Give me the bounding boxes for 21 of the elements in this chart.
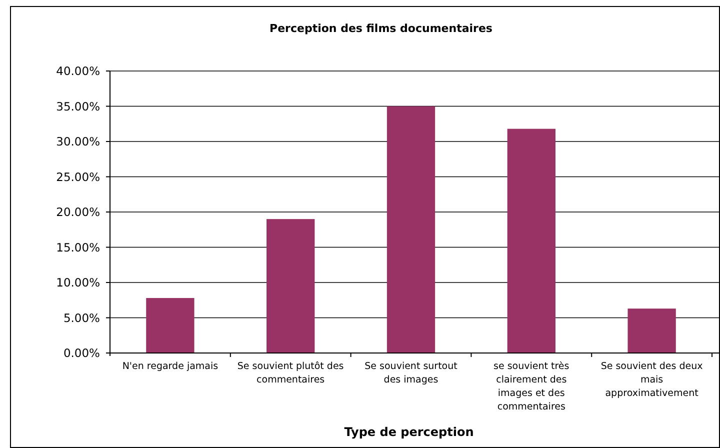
bar: [507, 128, 556, 353]
bar: [386, 106, 436, 353]
y-tick-label: 40.00%: [56, 64, 100, 78]
y-tick-label: 10.00%: [56, 276, 100, 290]
bar: [628, 308, 676, 353]
x-tick-label: N'en regarde jamais: [122, 361, 218, 372]
y-tick-label: 35.00%: [56, 99, 100, 114]
y-tick-label: 15.00%: [56, 240, 100, 254]
y-tick-label: 30.00%: [56, 134, 100, 149]
y-tick-label: 0.00%: [63, 346, 100, 360]
chart-title: Perception des films documentaires: [270, 22, 493, 35]
y-tick-label: 5.00%: [63, 310, 100, 325]
y-tick-label: 25.00%: [56, 170, 100, 184]
x-tick-label: Se souvient des deux mais approximativement: [600, 361, 704, 399]
bar: [266, 219, 315, 353]
x-axis-title: Type de perception: [344, 425, 474, 439]
y-tick-label: 20.00%: [56, 205, 100, 220]
x-tick-label: se souvient très clairement des images et des commentaires: [494, 361, 570, 412]
x-tick-label: Se souvient plutôt des commentaires: [237, 361, 344, 386]
x-tick-label: Se souvient surtout des images: [364, 361, 458, 386]
bar: [146, 298, 194, 353]
